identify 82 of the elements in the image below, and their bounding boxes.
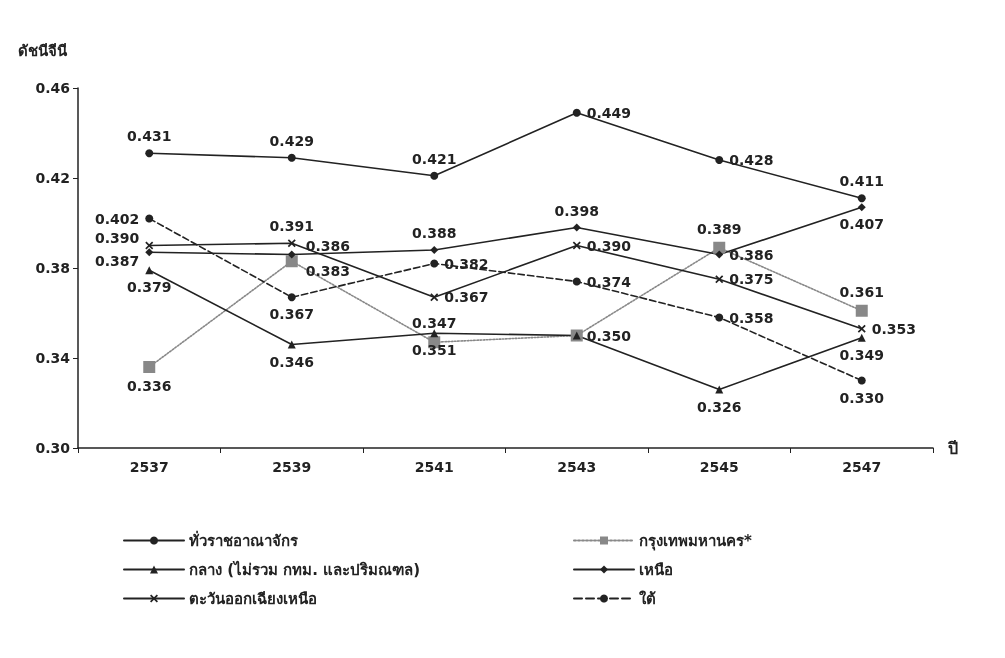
point: [285, 255, 298, 268]
data-label: 0.411: [839, 173, 884, 190]
data-label: 0.388: [412, 225, 457, 241]
data-label: 0.402: [94, 210, 140, 227]
point: [715, 275, 724, 284]
data-label: 0.386: [729, 246, 774, 263]
data-label: 0.353: [871, 320, 917, 337]
y-axis-title: ดัชนีจีนี: [18, 41, 68, 60]
x-tick-label: 2539: [272, 459, 312, 475]
legend-label: ทั่วราชอาณาจักร: [189, 529, 299, 550]
point: [857, 324, 866, 333]
point: [287, 293, 296, 302]
data-label: 0.367: [269, 306, 314, 323]
point: [715, 313, 724, 322]
point: [572, 277, 581, 286]
legend-label: เหนือ: [639, 560, 673, 579]
data-label: 0.431: [127, 128, 172, 145]
data-label: 0.346: [269, 353, 314, 370]
legend-label: ตะวันออกเฉียงเหนือ: [189, 589, 317, 608]
data-label: 0.449: [586, 104, 632, 121]
point: [857, 203, 866, 212]
data-label: 0.407: [839, 216, 884, 233]
data-label: 0.367: [444, 289, 489, 306]
point: [430, 293, 439, 302]
point: [713, 241, 726, 254]
data-label: 0.387: [94, 253, 140, 270]
data-label: 0.386: [305, 237, 351, 254]
point: [287, 153, 296, 162]
data-label: 0.336: [127, 378, 172, 394]
y-tick-label: 0.30: [35, 440, 71, 456]
point: [145, 214, 154, 223]
x-tick-label: 2547: [842, 459, 882, 475]
data-label: 0.428: [729, 152, 774, 168]
data-label: 0.390: [586, 237, 632, 254]
data-label: 0.379: [127, 279, 172, 296]
point: [857, 333, 866, 342]
data-label: 0.350: [586, 327, 632, 344]
data-label: 0.383: [305, 263, 351, 280]
y-tick-label: 0.42: [35, 170, 70, 186]
point: [715, 156, 724, 164]
data-label: 0.375: [729, 271, 774, 288]
data-label: 0.421: [412, 150, 457, 167]
x-tick-label: 2537: [129, 459, 169, 475]
point: [145, 248, 154, 257]
legend-label: กรุงเทพมหานคร*: [639, 531, 752, 551]
point: [857, 194, 866, 203]
point: [857, 376, 866, 385]
data-label: 0.326: [697, 398, 742, 415]
point: [430, 259, 439, 268]
point: [572, 108, 581, 117]
point: [715, 385, 724, 394]
data-label: 0.389: [697, 220, 742, 237]
legend-label: ใต้: [639, 589, 656, 608]
x-tick-label: 2543: [557, 459, 597, 475]
legend-label: กลาง (ไม่รวม กทม. และปริมณฑล): [189, 559, 421, 579]
x-tick-label: 2545: [699, 459, 739, 475]
point: [287, 239, 296, 248]
point: [430, 246, 439, 254]
point: [287, 250, 296, 259]
point: [715, 250, 724, 259]
data-label: 0.429: [269, 132, 314, 149]
data-label: 0.391: [269, 218, 314, 235]
data-label: 0.398: [554, 202, 599, 219]
data-label: 0.349: [839, 346, 884, 363]
data-label: 0.374: [586, 273, 632, 290]
data-label: 0.358: [729, 309, 774, 326]
data-label: 0.347: [412, 315, 457, 332]
point: [145, 149, 154, 158]
point: [855, 304, 868, 317]
point: [430, 171, 439, 180]
data-label: 0.351: [412, 342, 457, 359]
point: [143, 361, 156, 373]
data-label: 0.361: [839, 283, 884, 300]
data-label: 0.390: [94, 229, 140, 246]
y-tick-label: 0.38: [35, 260, 70, 276]
y-tick-label: 0.46: [35, 80, 70, 96]
x-tick-label: 2541: [414, 459, 454, 475]
x-axis-title: ปี: [947, 438, 958, 458]
point: [287, 340, 296, 349]
y-tick-label: 0.34: [35, 350, 71, 366]
point: [572, 223, 581, 232]
data-label: 0.330: [839, 389, 885, 406]
